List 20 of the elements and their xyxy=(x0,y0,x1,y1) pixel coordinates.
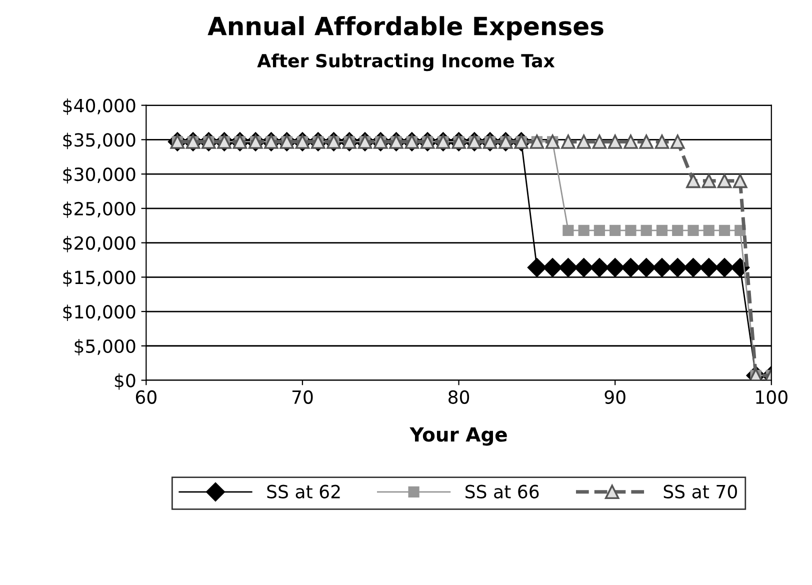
x-axis-title: Your Age xyxy=(410,427,507,446)
legend-label: SS at 66 xyxy=(466,484,539,498)
y-tick-label: $5,000 xyxy=(74,339,136,356)
y-tick-label: $0 xyxy=(114,373,136,390)
legend-label: SS at 62 xyxy=(267,484,340,498)
y-tick-label: $20,000 xyxy=(63,236,136,252)
x-tick-label: 70 xyxy=(292,390,313,404)
y-tick-label: $30,000 xyxy=(63,167,136,184)
x-tick-label: 90 xyxy=(604,390,626,404)
y-tick-label: $40,000 xyxy=(63,98,136,115)
chart-subtitle: After Subtracting Income Tax xyxy=(257,54,555,72)
x-tick-label: 60 xyxy=(136,390,156,404)
chart-title: Annual Affordable Expenses xyxy=(208,16,604,40)
y-tick-label: $10,000 xyxy=(63,304,136,322)
y-tick-label: $35,000 xyxy=(63,132,136,150)
legend-label: SS at 70 xyxy=(664,484,737,498)
y-tick-label: $15,000 xyxy=(63,270,136,287)
y-tick-label: $25,000 xyxy=(63,202,136,218)
x-tick-label: 100 xyxy=(756,390,788,404)
x-tick-label: 80 xyxy=(448,390,470,404)
